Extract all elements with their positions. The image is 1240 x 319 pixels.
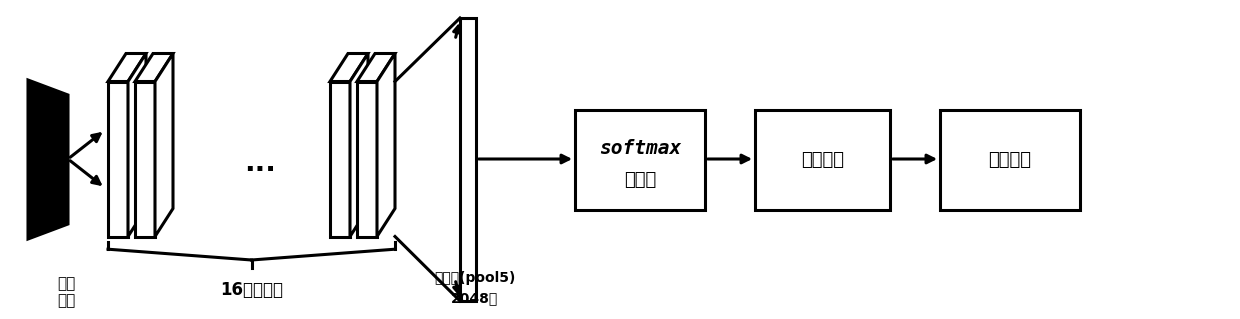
Polygon shape xyxy=(128,54,146,236)
Text: 2048维: 2048维 xyxy=(451,291,498,305)
Text: 16个残差块: 16个残差块 xyxy=(221,281,284,299)
Polygon shape xyxy=(135,81,155,236)
Text: 池化层(pool5): 池化层(pool5) xyxy=(434,271,516,285)
Text: ...: ... xyxy=(244,149,277,177)
FancyBboxPatch shape xyxy=(755,110,890,210)
Polygon shape xyxy=(135,54,174,81)
Text: 分类结果: 分类结果 xyxy=(988,151,1032,169)
Polygon shape xyxy=(108,81,128,236)
Polygon shape xyxy=(377,54,396,236)
Text: softmax: softmax xyxy=(599,138,681,158)
Polygon shape xyxy=(108,54,146,81)
Polygon shape xyxy=(460,18,476,301)
Polygon shape xyxy=(330,54,368,81)
Polygon shape xyxy=(330,81,350,236)
FancyBboxPatch shape xyxy=(940,110,1080,210)
Text: 分类器: 分类器 xyxy=(624,171,656,189)
Polygon shape xyxy=(357,54,396,81)
Text: 输入
图像: 输入 图像 xyxy=(57,276,76,308)
Polygon shape xyxy=(155,54,174,236)
Polygon shape xyxy=(29,80,68,239)
Polygon shape xyxy=(357,81,377,236)
FancyBboxPatch shape xyxy=(575,110,706,210)
Text: 分类概率: 分类概率 xyxy=(801,151,844,169)
Polygon shape xyxy=(350,54,368,236)
